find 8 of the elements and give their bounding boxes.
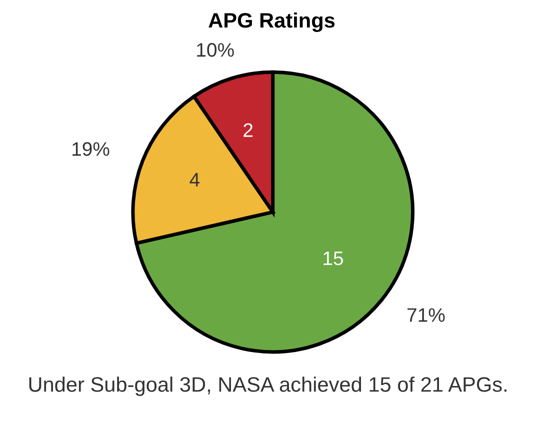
text: 10% [197,43,234,57]
text: 19% [72,142,110,156]
text: Under Sub-goal 3D, NASA achieved 15 of 21 APGs. [29,376,506,396]
text: 71% [407,308,445,322]
data-label: 2 [244,123,253,137]
data-label: 4 [190,172,200,186]
chart-title: APG Ratings [208,12,335,32]
data-label: 15 [324,252,343,266]
